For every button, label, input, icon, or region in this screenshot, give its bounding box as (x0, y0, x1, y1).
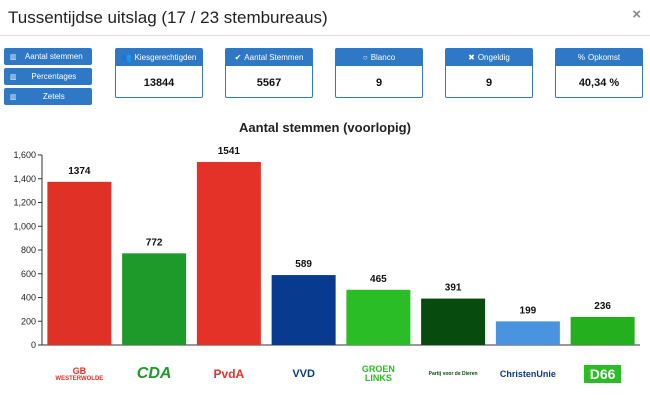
stat-value: 5567 (256, 77, 282, 89)
chart-title: Aantal stemmen (voorlopig) (239, 120, 411, 135)
percentages-button[interactable]: ▥ Percentages (4, 68, 92, 85)
y-axis: 0 200 400 600 800 1,000 1,200 1,400 1,600 (13, 150, 640, 350)
bar-0 (47, 181, 112, 345)
party-logo-3: VVD (292, 367, 315, 380)
votes-bar-chart: Aantal stemmen (voorlopig) 0 200 400 600 800… (13, 120, 640, 350)
data-label-1: 772 (146, 237, 163, 248)
party-logo-1: CDA (136, 365, 172, 382)
party-logo-2: PvdA (213, 367, 245, 381)
stat-label: Aantal Stemmen (244, 53, 304, 62)
bar-chart-icon: ▥ (10, 73, 17, 81)
y-tick-label: 1,600 (13, 150, 36, 160)
party-logo-5: Partij voor de Dieren (428, 370, 478, 377)
bar-chart-icon: ▥ (10, 93, 17, 101)
data-label-4: 465 (370, 274, 387, 285)
y-tick-label: 0 (31, 340, 36, 350)
stat-label: Blanco (370, 53, 396, 62)
bar-6 (495, 321, 560, 345)
stat-value: 13844 (143, 77, 175, 89)
check-icon: ✔ (234, 53, 242, 62)
bar-2 (196, 162, 261, 345)
bar-4 (346, 289, 411, 345)
bar-5 (421, 298, 486, 345)
bar-chart-icon: ▥ (10, 53, 17, 61)
stat-value: 9 (485, 77, 493, 89)
stat-label: Kiesgerechtigden (134, 53, 197, 62)
data-label-7: 236 (594, 301, 611, 312)
y-tick-label: 400 (21, 293, 36, 303)
data-label-0: 1374 (68, 166, 91, 177)
y-tick-label: 1,200 (13, 198, 36, 208)
circle-icon: ○ (362, 53, 368, 62)
party-logo-0: GB WESTERWOLDE (55, 365, 104, 382)
stat-ongeldig: ✖ Ongeldig 9 (445, 48, 533, 98)
bar-layer (47, 162, 635, 345)
data-label-2: 1541 (218, 146, 241, 157)
party-logo-6: ChristenUnie (499, 368, 556, 379)
data-label-layer: 1374 772 1541 589 465 391 199 236 (68, 146, 611, 316)
stat-value: 9 (375, 77, 383, 89)
stat-value: 40,34 % (578, 77, 620, 89)
bar-1 (122, 253, 187, 345)
aantal-stemmen-button[interactable]: ▥ Aantal stemmen (4, 48, 92, 65)
party-logo-7: D66 (568, 358, 638, 390)
times-icon: ✖ (468, 53, 475, 62)
close-icon[interactable]: × (632, 6, 641, 23)
data-label-5: 391 (445, 283, 462, 294)
y-tick-label: 1,400 (13, 174, 36, 184)
data-label-6: 199 (520, 305, 537, 316)
bar-3 (271, 275, 336, 345)
percent-icon: % (577, 53, 586, 62)
bar-7 (570, 316, 635, 345)
y-tick-label: 600 (21, 269, 36, 279)
page-title: Tussentijdse uitslag (17 / 23 stembureau… (8, 8, 328, 27)
zetels-button[interactable]: ▥ Zetels (4, 88, 92, 105)
y-tick-label: 1,000 (13, 221, 36, 231)
stat-kiesgerechtigden: 👥 Kiesgerechtigden 13844 (115, 48, 203, 98)
stat-blanco: ○ Blanco 9 (335, 48, 423, 98)
data-label-3: 589 (295, 259, 312, 270)
y-tick-label: 200 (21, 316, 36, 326)
dialog-header: Tussentijdse uitslag (17 / 23 stembureau… (0, 0, 650, 36)
party-logo-4: GROEN LINKS (361, 364, 395, 383)
y-tick-label: 800 (21, 245, 36, 255)
stat-label: Opkomst (588, 53, 621, 62)
users-icon: 👥 (121, 53, 132, 62)
stat-opkomst: % Opkomst 40,34 % (555, 48, 643, 98)
stat-label: Ongeldig (477, 53, 510, 62)
stat-aantal-stemmen: ✔ Aantal Stemmen 5567 (225, 48, 313, 98)
